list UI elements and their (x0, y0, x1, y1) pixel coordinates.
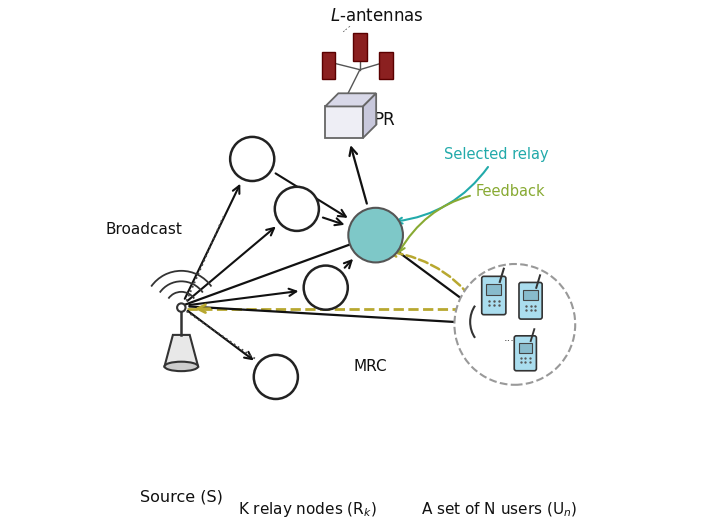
Polygon shape (165, 335, 198, 366)
Circle shape (275, 187, 319, 231)
Text: A set of N users (U$_n$): A set of N users (U$_n$) (421, 501, 577, 518)
FancyBboxPatch shape (518, 343, 532, 353)
FancyBboxPatch shape (353, 33, 367, 61)
Text: ...: ... (336, 16, 354, 34)
FancyBboxPatch shape (326, 107, 363, 138)
Circle shape (455, 264, 575, 385)
Circle shape (254, 355, 298, 399)
Text: ...: ... (504, 333, 515, 343)
Text: Selected relay: Selected relay (397, 147, 549, 223)
Ellipse shape (165, 362, 198, 371)
Circle shape (348, 208, 403, 262)
Circle shape (304, 266, 348, 310)
Circle shape (230, 137, 274, 181)
Text: $\mathit{L}$-antennas: $\mathit{L}$-antennas (330, 7, 423, 25)
Text: Feedback: Feedback (399, 184, 545, 252)
Polygon shape (326, 93, 376, 107)
Circle shape (177, 304, 186, 312)
FancyBboxPatch shape (486, 284, 501, 295)
FancyBboxPatch shape (379, 52, 393, 79)
FancyBboxPatch shape (523, 290, 538, 300)
FancyBboxPatch shape (321, 52, 335, 79)
FancyBboxPatch shape (514, 336, 536, 371)
Text: Source (S): Source (S) (140, 490, 223, 505)
Text: K relay nodes (R$_k$): K relay nodes (R$_k$) (238, 501, 377, 520)
FancyBboxPatch shape (519, 282, 542, 319)
Text: MRC: MRC (354, 359, 387, 374)
Text: PR: PR (373, 110, 394, 128)
Polygon shape (363, 93, 376, 138)
FancyBboxPatch shape (481, 276, 506, 315)
Text: Broadcast: Broadcast (105, 222, 182, 238)
